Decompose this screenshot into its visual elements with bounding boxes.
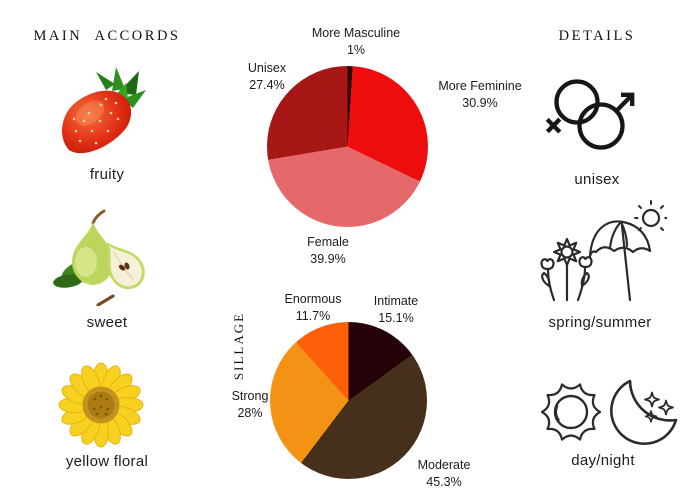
crescent-moon [610,379,678,446]
details-title: DETAILS [558,28,636,44]
strawberry-illustration [61,67,146,154]
pear-half-stem [96,294,115,307]
gender-symbols [545,79,635,150]
male-arrow-head [621,92,635,106]
female-cross-bar [545,117,562,134]
strawberry-seeds [72,97,120,145]
gender-unisex-icon [543,74,643,158]
pie-label-enormous: Enormous 11.7% [284,292,342,323]
yellow-flower-image [53,355,149,451]
strawberry-image [56,61,146,161]
spring-summer-art [540,200,667,302]
umbrella [588,220,652,302]
female-symbol-circle [554,79,600,125]
accord-label-sweet: sweet [86,314,128,331]
pie-label-strong: Strong 28% [231,389,269,420]
accord-label-yellow-floral: yellow floral [65,453,149,470]
sillage-pie-chart [270,322,427,479]
flower-disc-texture [92,394,110,416]
pie-label-moderate: Moderate 45.3% [417,458,471,489]
tulip-left [540,258,556,302]
spring-summer-icon [533,200,667,302]
day-night-icon [538,374,682,452]
day-night-art [540,379,678,446]
pear-whole-stem [91,209,106,225]
pie-label-female: Female 39.9% [307,235,349,266]
pie-label-unisex: Unisex 27.4% [247,61,287,92]
tulip-right [576,256,593,302]
detail-label-spring-summer: spring/summer [548,314,652,331]
gender-pie-chart [267,66,428,227]
detail-label-unisex: unisex [574,171,620,188]
male-symbol-circle [577,102,625,150]
main-accords-title: MAIN ACCORDS [33,28,181,44]
pear-half [106,241,145,290]
male-arrow-shaft [615,93,634,113]
sun [540,383,602,441]
strawberry-body [61,90,132,154]
pie-label-intimate: Intimate 15.1% [373,294,419,325]
sparkle-star [658,399,674,416]
sparkle-star [644,410,658,423]
detail-label-day-night: day/night [571,452,635,469]
pie-label-more-masculine: More Masculine 1% [311,26,401,57]
pear-image [53,208,155,307]
pear-illustration [53,209,145,307]
flower-petals [58,362,144,448]
star-flower [552,237,582,302]
sillage-axis-title: SILLAGE [231,311,246,381]
accord-label-fruity: fruity [89,166,125,183]
small-sun [634,200,667,231]
pie-label-more-feminine: More Feminine 30.9% [438,79,522,110]
yellow-flower-illustration [58,362,144,448]
sparkle-star [644,391,660,408]
